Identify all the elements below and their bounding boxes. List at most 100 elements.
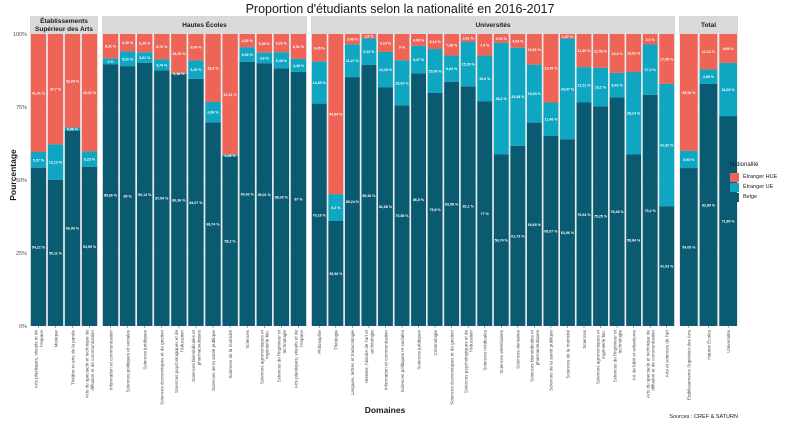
bar-segment-hue — [256, 34, 272, 53]
legend-entry-ue: Étranger UE — [730, 182, 777, 192]
data-label-ue: 19,84 % — [528, 92, 542, 96]
bar-segment-belge — [659, 206, 675, 326]
bar-segment-hue — [102, 34, 119, 59]
data-label-ue: 14,39 % — [313, 81, 327, 85]
bar-segment-hue — [444, 34, 460, 56]
data-label-ue: 12,13 % — [49, 160, 63, 164]
bar-segment-belge — [361, 65, 377, 326]
bar-segment-belge — [205, 122, 221, 327]
data-label-ue: 28,14 % — [627, 112, 641, 116]
bar-segment-ue — [239, 47, 255, 62]
legend-label: Étranger HUE — [743, 174, 778, 180]
bar-segment-ue — [626, 72, 642, 155]
x-tick-label: Sciences de l'ingénieur ettechnologie — [612, 329, 622, 382]
data-label-ue: 0,18 % — [173, 72, 185, 76]
facet-strip-label: Universités — [475, 22, 510, 29]
bar-segment-hue — [543, 34, 559, 103]
x-tick-label: Sciences psychologiques et del'éducation — [463, 330, 473, 394]
data-label-hue: 41,31 % — [32, 91, 46, 95]
bar-segment-hue — [239, 34, 255, 48]
data-label-hue: 3,6 % — [646, 38, 656, 42]
data-label-belge: 54,09 % — [682, 246, 696, 250]
bar-segment-belge — [311, 103, 327, 327]
bar-segment-hue — [679, 34, 698, 151]
legend-swatch — [730, 192, 739, 202]
bar-segment-belge — [411, 73, 426, 326]
x-tick-label: Sciences juridiques — [416, 329, 421, 369]
data-label-ue: 3,6 % — [260, 56, 270, 60]
chart-title: Proportion d'étudiants selon la national… — [245, 2, 555, 16]
data-label-ue: 5,93 % — [683, 158, 695, 162]
data-label-belge: 54,55 % — [83, 245, 97, 249]
bar-segment-hue — [699, 34, 718, 70]
legend-label: Belge — [743, 194, 758, 200]
data-label-hue: 8,72 % — [156, 45, 168, 49]
data-label-hue: 23,3 % — [207, 67, 219, 71]
bar-segment-ue — [119, 51, 136, 67]
bar-segment-hue — [171, 34, 187, 74]
data-label-hue: 6,26 % — [276, 42, 288, 46]
data-label-hue: 4,52 % — [242, 39, 254, 43]
bar-segment-hue — [642, 34, 658, 45]
data-label-ue: 9,04 % — [446, 67, 458, 71]
data-label-hue: 54,84 % — [329, 113, 343, 117]
bar-segment-hue — [290, 34, 307, 59]
bar-segment-belge — [510, 145, 526, 326]
data-label-belge: 82,1 % — [463, 205, 475, 209]
data-label-belge: 76,16 % — [313, 213, 327, 217]
data-label-hue: 9,45 % — [314, 46, 326, 50]
data-label-hue: 9,85 % — [723, 47, 735, 51]
bar-segment-ue — [273, 52, 290, 69]
data-label-belge: 89,38 % — [362, 194, 376, 198]
data-label-belge: 89,66 % — [104, 194, 118, 198]
x-tick-label: Arts plastiques, visuels et del'espace — [34, 330, 44, 389]
bar-segment-belge — [64, 130, 81, 326]
bar-segment-hue — [411, 34, 426, 46]
facet-strip-label: Hautes Écoles — [182, 20, 227, 29]
bar-segment-ue — [137, 52, 153, 63]
bar-segment-hue — [378, 34, 393, 52]
x-tick-label: Langues, lettres et traductologie — [350, 330, 355, 396]
x-tick-label: Sciences biomédicales etpharmaceutiques — [530, 329, 540, 382]
bar-segment-hue — [493, 34, 509, 43]
data-label-hue: 10,51 % — [528, 48, 542, 52]
legend-swatch — [730, 172, 739, 182]
data-label-hue: 39,98 % — [682, 91, 696, 95]
bar-segment-hue — [659, 34, 675, 84]
data-label-belge: 85,24 % — [346, 200, 360, 204]
legend-entry-belge: Belge — [730, 192, 777, 202]
data-label-belge: 58,74 % — [495, 239, 509, 243]
source-note: Sources : CREF & SATURN — [669, 414, 738, 420]
bar-segment-belge — [119, 66, 136, 327]
x-tick-label: Universités — [726, 329, 731, 352]
facet-strip — [30, 16, 98, 34]
data-label-hue: 1,5 % — [364, 35, 374, 39]
bar-segment-ue — [394, 60, 410, 106]
bar-segment-belge — [137, 62, 153, 326]
data-label-ue: 5,06 % — [242, 53, 254, 57]
bar-segment-hue — [560, 34, 575, 39]
bar-segment-belge — [328, 220, 344, 326]
data-label-ue: 6,29 % — [190, 68, 202, 72]
x-tick-label: Sciences biomédicales etpharmaceutiques — [191, 329, 201, 382]
x-tick-label: Musique — [53, 330, 58, 348]
bar-segment-hue — [328, 34, 344, 195]
data-label-belge: 71,89 % — [722, 220, 736, 224]
bar-segment-ue — [719, 62, 738, 117]
data-label-hue: 6,36 % — [122, 41, 134, 45]
data-label-belge: 65,07 % — [544, 229, 558, 233]
data-label-hue: 3,06 % — [496, 37, 508, 41]
bar-segment-ue — [510, 47, 526, 146]
data-label-hue: 6,14 % — [380, 41, 392, 45]
x-tick-label: Théâtre et arts de la parole — [70, 330, 75, 386]
data-label-hue: 5,14 % — [429, 40, 441, 44]
x-tick-label: Sciences psychologiques et del'éducation — [174, 330, 184, 394]
x-tick-label: Arts et sciences de l'art — [665, 329, 670, 377]
data-label-belge: 83,58 % — [445, 202, 459, 206]
bar-segment-ue — [222, 154, 238, 157]
data-label-belge: 61,73 % — [511, 234, 525, 238]
bar-segment-belge — [102, 64, 119, 326]
data-label-ue: 13,2 % — [595, 85, 607, 89]
data-label-hue: 37,7 % — [50, 88, 62, 92]
bar-segment-hue — [576, 34, 592, 68]
